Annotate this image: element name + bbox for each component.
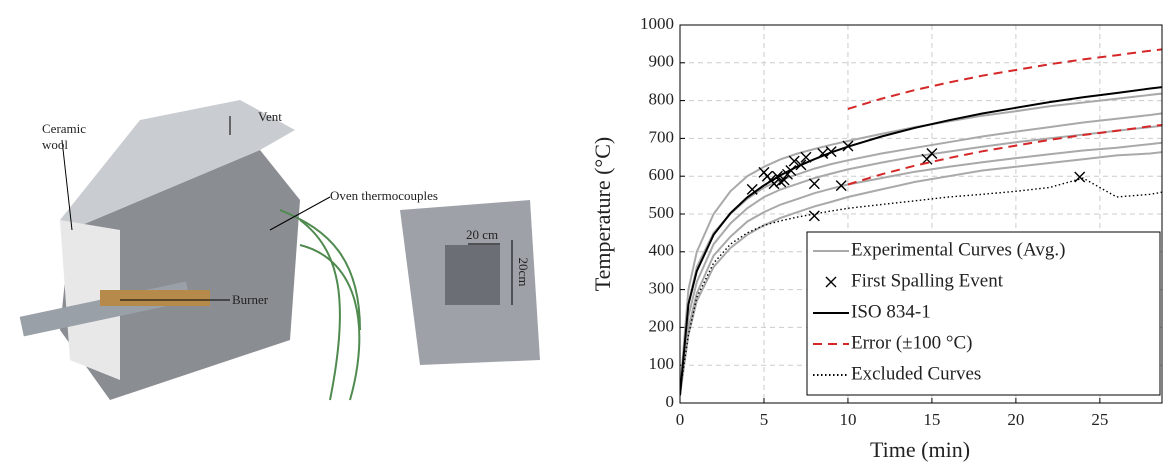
photo-label: 20cm xyxy=(516,258,531,287)
spalling-marker xyxy=(835,180,847,192)
spalling-marker xyxy=(746,183,758,195)
legend-label: ISO 834-1 xyxy=(851,301,931,322)
legend-label: Excluded Curves xyxy=(851,363,981,384)
y-tick-label: 500 xyxy=(649,203,675,222)
x-tick-label: 5 xyxy=(760,410,769,429)
photo: Ceramic wool Vent Oven thermocouples Bur… xyxy=(19,100,540,401)
leader xyxy=(61,139,73,231)
y-tick-label: 1000 xyxy=(640,14,674,33)
curve xyxy=(680,92,1162,392)
photo-label: 20 cm xyxy=(466,227,498,242)
leader xyxy=(269,196,331,231)
photo-label: wool xyxy=(42,137,68,152)
curve xyxy=(847,123,1162,186)
oven-top xyxy=(60,100,295,230)
y-tick-label: 600 xyxy=(649,165,675,184)
ceramic-wool xyxy=(60,220,120,380)
x-axis-label: Time (min) xyxy=(870,437,970,462)
opening xyxy=(445,245,500,305)
legend-box xyxy=(806,231,1161,396)
curve xyxy=(680,124,1162,394)
spalling-marker xyxy=(788,155,800,167)
line xyxy=(680,86,1162,396)
x-tick-label: 25 xyxy=(1091,410,1108,429)
x-tick-label: 15 xyxy=(923,410,940,429)
wires xyxy=(279,209,361,401)
y-tick-label: 400 xyxy=(649,241,675,260)
y-tick-label: 300 xyxy=(649,279,675,298)
curve xyxy=(847,48,1162,110)
spalling-marker xyxy=(825,276,837,288)
legend: Experimental Curves (Avg.) First Spalling… xyxy=(806,231,1161,396)
plot-area xyxy=(680,48,1162,396)
plot-frame xyxy=(679,24,1163,404)
photo-label: Oven thermocouples xyxy=(330,188,438,203)
spalling-marker xyxy=(926,148,938,160)
x-tick-label: 0 xyxy=(676,410,685,429)
spalling-marker xyxy=(1074,171,1086,183)
spalling-marker xyxy=(778,174,790,186)
y-tick-label: 200 xyxy=(649,316,675,335)
spalling-marker xyxy=(808,178,820,190)
curve xyxy=(680,151,1162,395)
x-tick-label: 20 xyxy=(1007,410,1024,429)
spalling-marker xyxy=(808,210,820,222)
photo-label: Vent xyxy=(258,109,282,124)
legend-label: First Spalling Event xyxy=(851,270,1004,291)
y-tick-label: 700 xyxy=(649,127,675,146)
legend-label: Error (±100 °C) xyxy=(851,332,972,353)
y-tick-label: 100 xyxy=(649,354,675,373)
x-tick-label: 10 xyxy=(839,410,856,429)
burner-pipe xyxy=(100,290,210,306)
legend-label: Experimental Curves (Avg.) xyxy=(851,239,1065,260)
photo-label: Burner xyxy=(232,292,269,307)
y-axis-label: Temperature (°C) xyxy=(590,137,615,291)
y-tick-label: 0 xyxy=(666,392,675,411)
y-tick-label: 800 xyxy=(649,90,675,109)
photo-label: Ceramic xyxy=(42,121,86,136)
y-tick-label: 900 xyxy=(649,52,675,71)
